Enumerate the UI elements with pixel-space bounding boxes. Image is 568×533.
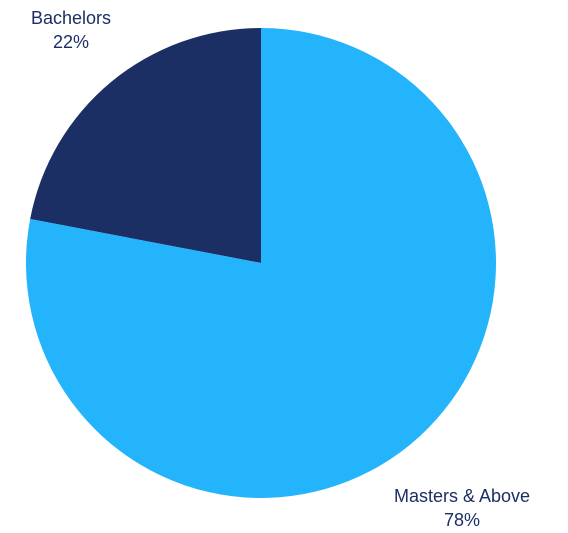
slice-label-bachelors-value: 22% <box>52 32 90 52</box>
pie-slice-bachelors <box>30 28 261 263</box>
slice-label-masters-value: 78% <box>443 510 481 530</box>
pie-slices <box>25 28 496 499</box>
pie-slice-masters-above <box>25 28 496 499</box>
slice-label-masters: Masters & Above 78% <box>362 484 562 532</box>
slice-label-masters-name: Masters & Above <box>393 486 531 506</box>
slice-label-bachelors-name: Bachelors <box>30 8 112 28</box>
slice-label-bachelors: Bachelors 22% <box>8 6 134 54</box>
